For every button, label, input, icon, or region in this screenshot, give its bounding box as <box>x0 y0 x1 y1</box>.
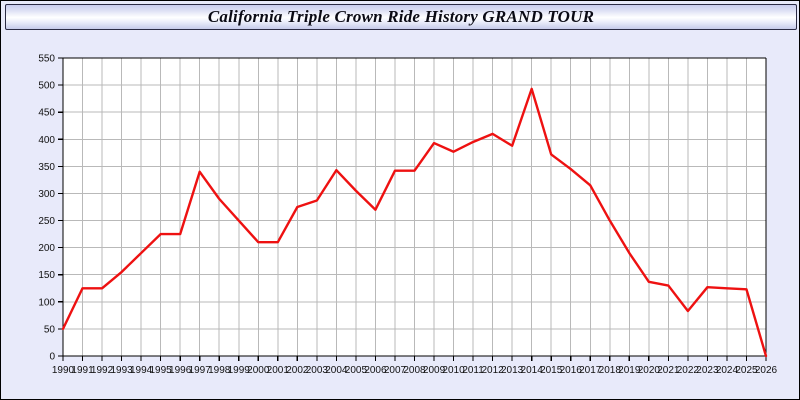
x-tick-label: 2022 <box>677 365 700 376</box>
x-tick-label: 2010 <box>442 365 465 376</box>
page-title: California Triple Crown Ride History GRA… <box>207 7 595 26</box>
title-bar: California Triple Crown Ride History GRA… <box>5 4 797 30</box>
x-tick-label: 2009 <box>423 365 446 376</box>
x-tick-label: 1994 <box>130 365 153 376</box>
x-tick-label: 2015 <box>540 365 563 376</box>
y-tick-label: 550 <box>38 54 55 65</box>
x-tick-label: 2024 <box>716 365 739 376</box>
x-tick-label: 1991 <box>71 365 94 376</box>
y-tick-label: 500 <box>38 81 55 92</box>
x-tick-label: 2011 <box>462 365 484 376</box>
y-tick-label: 50 <box>44 324 56 335</box>
x-tick-label: 1998 <box>208 365 231 376</box>
x-tick-label: 2019 <box>618 365 641 376</box>
x-tick-label: 2020 <box>638 365 661 376</box>
x-tick-label: 2016 <box>560 365 583 376</box>
y-tick-label: 0 <box>49 352 55 363</box>
x-tick-label: 1999 <box>228 365 251 376</box>
x-tick-label: 2008 <box>403 365 426 376</box>
x-tick-label: 1992 <box>91 365 114 376</box>
x-tick-label: 2006 <box>364 365 387 376</box>
y-tick-label: 450 <box>38 108 55 119</box>
x-tick-label: 2025 <box>735 365 758 376</box>
x-tick-label: 2000 <box>247 365 270 376</box>
y-tick-label: 300 <box>38 189 55 200</box>
x-tick-label: 2021 <box>657 365 680 376</box>
plot-area: Riders 050100150200250300350400450500550… <box>5 33 797 397</box>
x-tick-label: 2026 <box>755 365 778 376</box>
x-tick-label: 2007 <box>384 365 407 376</box>
y-tick-label: 200 <box>38 243 55 254</box>
x-tick-label: 1996 <box>169 365 192 376</box>
x-tick-label: 2004 <box>325 365 348 376</box>
x-tick-label: 2002 <box>286 365 309 376</box>
x-tick-label: 1990 <box>52 365 75 376</box>
x-tick-label: 2003 <box>306 365 329 376</box>
x-tick-label: 1997 <box>189 365 212 376</box>
x-tick-label: 2014 <box>521 365 544 376</box>
y-tick-label: 400 <box>38 135 55 146</box>
y-tick-label: 350 <box>38 162 55 173</box>
x-tick-label: 2005 <box>345 365 368 376</box>
x-tick-label: 2012 <box>481 365 504 376</box>
x-tick-label: 1995 <box>150 365 173 376</box>
x-tick-label: 2017 <box>579 365 602 376</box>
line-chart-svg: 0501001502002503003504004505005501990199… <box>38 54 778 377</box>
x-tick-label: 2001 <box>267 365 290 376</box>
x-tick-label: 1993 <box>110 365 133 376</box>
x-tick-label: 2013 <box>501 365 524 376</box>
x-tick-label: 2023 <box>696 365 719 376</box>
y-tick-label: 250 <box>38 216 55 227</box>
y-tick-label: 100 <box>38 297 55 308</box>
x-tick-label: 2018 <box>599 365 622 376</box>
data-series-line <box>61 87 768 358</box>
y-tick-label: 150 <box>38 270 55 281</box>
